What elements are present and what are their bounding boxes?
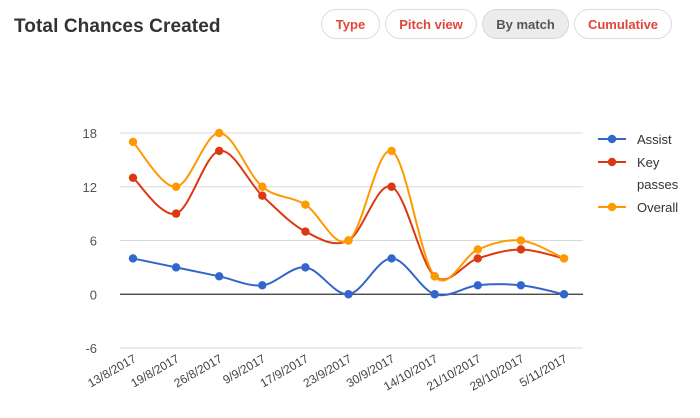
legend-label: Overall bbox=[637, 200, 678, 215]
data-point[interactable] bbox=[344, 236, 353, 245]
data-point[interactable] bbox=[128, 137, 138, 147]
legend-swatch-dot bbox=[607, 134, 617, 144]
legend-label: Key bbox=[637, 155, 660, 170]
legend-swatch-dot bbox=[607, 157, 617, 167]
data-point[interactable] bbox=[516, 245, 526, 254]
x-axis-ticks: 13/8/201719/8/201726/8/20179/9/201717/9/… bbox=[85, 351, 570, 393]
y-tick-label: 18 bbox=[83, 126, 97, 141]
data-point[interactable] bbox=[301, 263, 310, 272]
series-key-passes bbox=[128, 146, 569, 281]
series-line bbox=[132, 149, 565, 281]
data-point[interactable] bbox=[387, 182, 396, 191]
data-point[interactable] bbox=[258, 281, 267, 290]
series-line bbox=[132, 257, 565, 297]
cumulative-button[interactable]: Cumulative bbox=[574, 9, 672, 39]
data-point[interactable] bbox=[128, 254, 138, 263]
data-point[interactable] bbox=[171, 263, 181, 272]
data-point[interactable] bbox=[171, 209, 181, 218]
x-tick-label: 17/9/2017 bbox=[258, 351, 312, 390]
data-point[interactable] bbox=[516, 281, 526, 290]
series-assist bbox=[128, 254, 569, 299]
y-tick-label: 12 bbox=[83, 180, 97, 195]
x-tick-label: 19/8/2017 bbox=[128, 351, 182, 390]
by-match-button[interactable]: By match bbox=[482, 9, 569, 39]
data-point[interactable] bbox=[215, 146, 224, 156]
series-lines bbox=[128, 128, 569, 299]
data-point[interactable] bbox=[516, 236, 526, 245]
data-point[interactable] bbox=[171, 182, 181, 191]
series-overall bbox=[128, 128, 569, 282]
data-point[interactable] bbox=[473, 245, 482, 254]
x-tick-label: 23/9/2017 bbox=[301, 351, 355, 390]
data-point[interactable] bbox=[215, 272, 224, 281]
legend-label: passes bbox=[637, 177, 679, 192]
data-point[interactable] bbox=[473, 281, 482, 290]
legend: Assist Key passes Overall bbox=[598, 132, 679, 215]
x-tick-label: 5/11/2017 bbox=[517, 351, 570, 390]
legend-label: Assist bbox=[637, 132, 672, 147]
series-line bbox=[132, 131, 565, 282]
data-point[interactable] bbox=[559, 254, 569, 263]
data-point[interactable] bbox=[344, 290, 353, 299]
y-tick-label: 6 bbox=[90, 234, 97, 249]
data-point[interactable] bbox=[258, 191, 267, 200]
x-tick-label: 13/8/2017 bbox=[85, 351, 139, 390]
data-point[interactable] bbox=[387, 254, 396, 263]
data-point[interactable] bbox=[215, 128, 224, 138]
chart-title: Total Chances Created bbox=[14, 16, 221, 37]
data-point[interactable] bbox=[301, 200, 310, 209]
data-point[interactable] bbox=[387, 146, 396, 156]
type-button[interactable]: Type bbox=[321, 9, 380, 39]
data-point[interactable] bbox=[301, 227, 310, 236]
legend-item[interactable]: Assist bbox=[598, 132, 672, 147]
data-point[interactable] bbox=[430, 272, 439, 281]
data-point[interactable] bbox=[128, 173, 138, 182]
y-tick-label: -6 bbox=[85, 341, 97, 356]
data-point[interactable] bbox=[473, 254, 482, 263]
pitch-view-button[interactable]: Pitch view bbox=[385, 9, 477, 39]
data-point[interactable] bbox=[258, 182, 267, 191]
data-point[interactable] bbox=[430, 290, 439, 299]
data-point[interactable] bbox=[559, 290, 569, 299]
x-tick-label: 26/8/2017 bbox=[171, 351, 225, 390]
y-tick-label: 0 bbox=[90, 287, 97, 302]
legend-item[interactable]: Key passes bbox=[598, 155, 679, 192]
legend-item[interactable]: Overall bbox=[598, 200, 678, 215]
legend-swatch-dot bbox=[607, 202, 617, 212]
y-axis-ticks: -6 0 6 12 18 bbox=[83, 126, 97, 356]
